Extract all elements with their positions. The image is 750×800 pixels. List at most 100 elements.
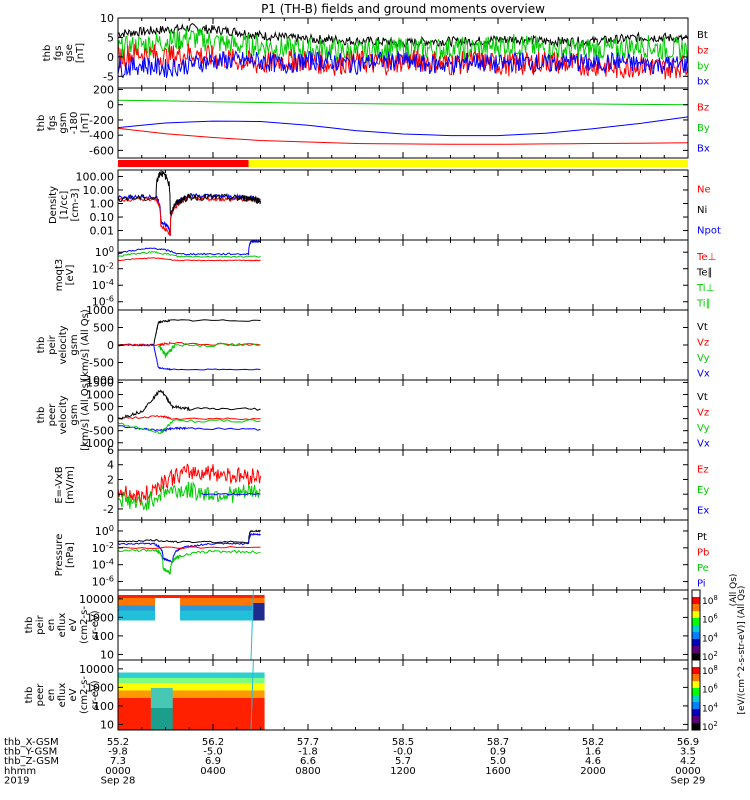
spectrogram-cell	[132, 705, 137, 708]
spectrogram-cell	[242, 720, 247, 723]
spectrogram-cell	[242, 697, 247, 701]
spectrogram-cell	[231, 677, 236, 681]
spectrogram-cell	[242, 712, 247, 716]
spectrogram-cell	[136, 595, 141, 598]
spectrogram-cell	[220, 717, 225, 721]
spectrogram-cell	[150, 597, 156, 601]
spectrogram-cell	[128, 725, 134, 728]
spectrogram-cell	[158, 725, 163, 728]
spectrogram-cell	[234, 705, 240, 708]
spectrogram-cell	[118, 607, 123, 611]
spectrogram-cell	[158, 672, 163, 676]
spectrogram-cell	[187, 707, 192, 711]
spectrogram-cell	[139, 677, 145, 681]
spectrogram-cell	[212, 712, 218, 716]
spectrogram-cell	[176, 702, 181, 706]
spectrogram-cell	[205, 702, 210, 706]
spectrogram-cell	[234, 677, 240, 681]
spectrogram-cell	[183, 710, 188, 713]
ephemeris-row-label: 2019	[4, 775, 29, 786]
spectrogram-cell	[245, 695, 250, 698]
y-tick-label: 4	[107, 459, 114, 472]
spectrogram-cell	[253, 717, 258, 721]
legend-bz: Bz	[697, 102, 709, 113]
spectrogram-cell	[172, 695, 177, 698]
spectrogram-cell	[121, 602, 126, 606]
spectrogram-cell	[183, 700, 188, 703]
legend-bt: Bt	[697, 30, 708, 41]
spectrogram-cell	[223, 687, 229, 691]
spectrogram-cell	[187, 607, 192, 611]
spectrogram-cell	[172, 720, 177, 723]
spectrogram-cell	[234, 710, 240, 713]
spectrogram-cell	[238, 612, 243, 616]
spectrogram-cell	[169, 712, 174, 716]
y-axis-label: en	[46, 619, 57, 632]
spectrogram-cell	[238, 705, 243, 708]
spectrogram-cell	[212, 597, 218, 601]
spectrogram-cell	[187, 702, 192, 706]
spectrogram-cell	[158, 707, 163, 711]
y-tick-label: 10	[100, 12, 114, 25]
spectrogram-cell	[180, 687, 185, 691]
panel-frame	[117, 519, 689, 591]
spectrogram-cell	[176, 675, 181, 678]
spectrogram-cell	[187, 700, 192, 703]
spectrogram-cell	[223, 680, 229, 683]
spectrogram-cell	[209, 692, 214, 696]
spectrogram-cell	[223, 690, 229, 693]
spectrogram-cell	[205, 712, 210, 716]
colorbar-tick-label: 102	[702, 720, 718, 733]
spectrogram-cell	[201, 727, 207, 731]
spectrogram-cell	[183, 695, 188, 698]
spectrogram-cell	[180, 682, 185, 686]
spectrogram-cell	[253, 687, 258, 691]
spectrogram-cell	[223, 610, 229, 613]
spectrogram-cell	[191, 610, 196, 613]
spectrogram-cell	[176, 595, 181, 598]
spectrogram-cell	[121, 612, 126, 616]
y-axis-label: velocity	[58, 395, 69, 434]
spectrogram-cell	[172, 715, 177, 718]
spectrogram-cell	[183, 707, 188, 711]
spectrogram-cell	[253, 702, 258, 706]
panel-p2: 200 0 -200 -400 -600 thb fgs gsm -180 [nT] Bz By Bx	[36, 84, 710, 159]
spectrogram-cell	[209, 722, 214, 726]
spectrogram-cell	[169, 707, 174, 711]
spectrogram-cell	[118, 675, 123, 678]
spectrogram-cell	[128, 687, 134, 691]
spectrogram-cell	[227, 725, 232, 728]
ephemeris-value: 5.7	[395, 756, 411, 767]
spectrogram-cell	[187, 710, 192, 713]
spectrogram-cell	[216, 600, 221, 603]
spectrogram-cell	[249, 672, 254, 676]
spectrogram-cell	[165, 722, 170, 726]
spectrogram-cell	[198, 700, 203, 703]
spectrogram-cell	[125, 712, 130, 716]
spectrogram-cell	[194, 700, 199, 703]
spectrogram-cell	[191, 600, 196, 603]
spectrogram-cell	[205, 597, 210, 601]
spectrogram-cell	[132, 607, 137, 611]
spectrogram-cell	[245, 605, 250, 608]
y-tick-label: 0	[107, 488, 114, 501]
spectrogram-cell	[216, 692, 221, 696]
panel-frame	[117, 169, 689, 241]
spectrogram-cell	[194, 600, 199, 603]
spectrogram-cell	[125, 595, 130, 598]
spectrogram-cell	[125, 675, 130, 678]
spectrogram-cell	[150, 615, 156, 618]
spectrogram-cell	[183, 712, 188, 716]
spectrogram-cell	[150, 715, 156, 718]
spectrogram-cell	[191, 712, 196, 716]
spectrogram-cell	[128, 720, 134, 723]
spectrogram-cell	[128, 610, 134, 613]
spectrogram-cell	[223, 725, 229, 728]
spectrogram-cell	[209, 715, 214, 718]
spectrogram-cell	[227, 680, 232, 683]
spectrogram-cell	[256, 605, 261, 608]
spectrogram-cell	[238, 690, 243, 693]
spectrogram-cell	[169, 695, 174, 698]
spectrogram-cell	[183, 607, 188, 611]
